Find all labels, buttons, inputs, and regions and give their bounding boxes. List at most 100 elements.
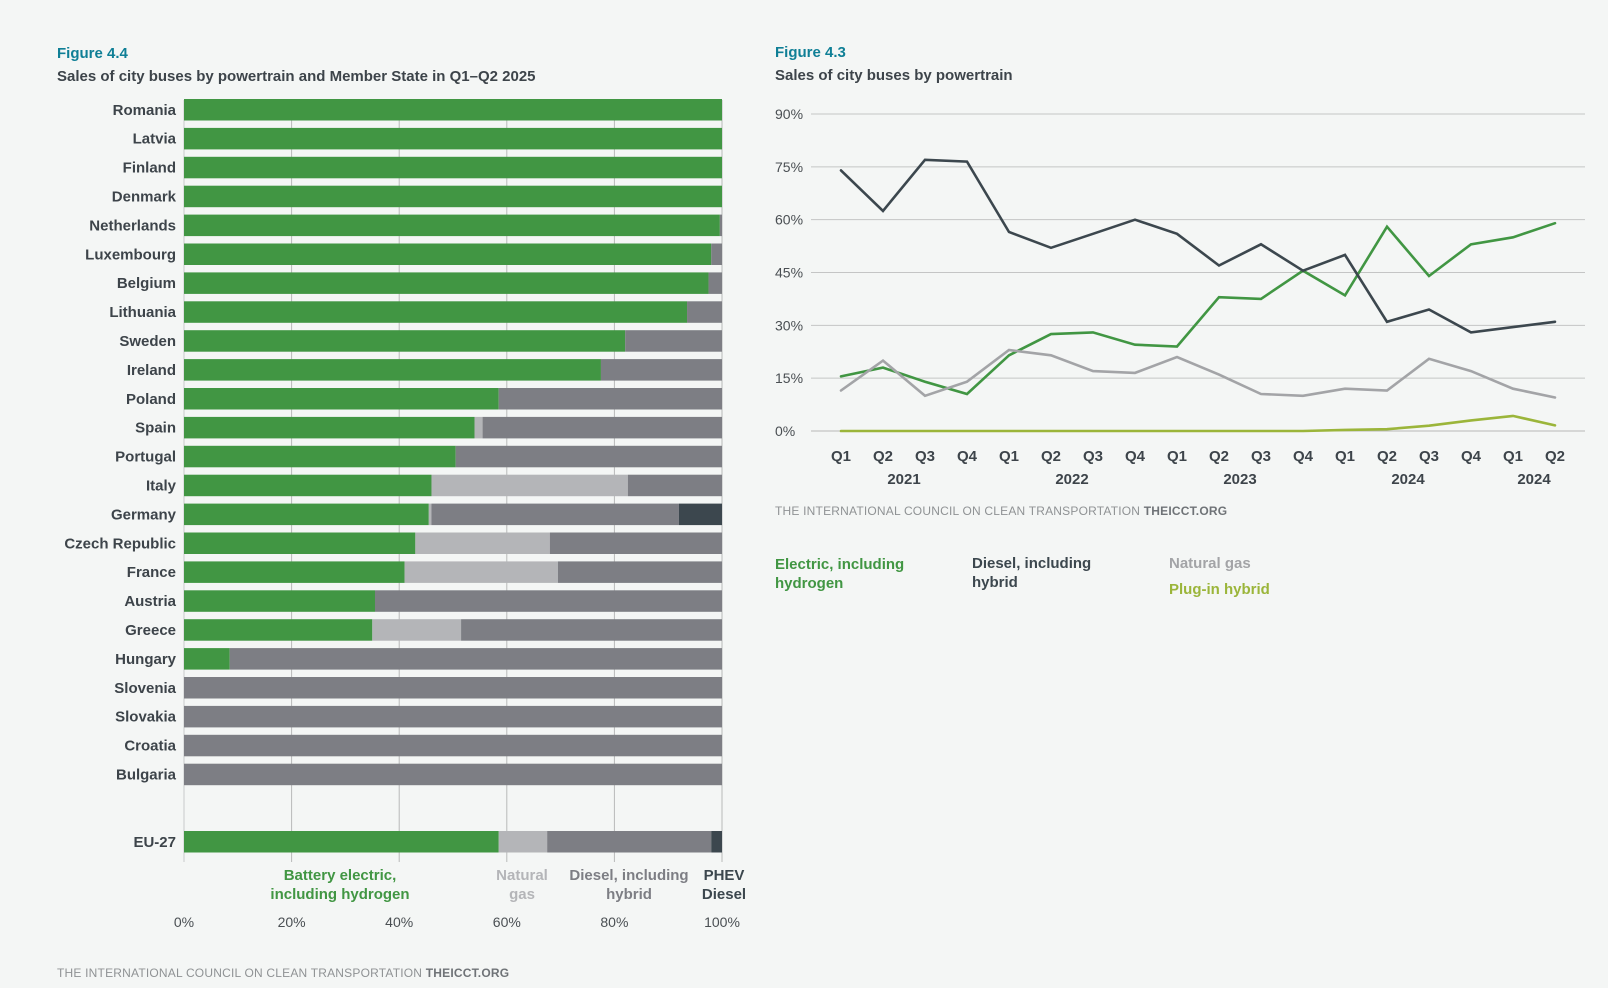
- x-tick-label: Q3: [1251, 448, 1271, 465]
- bar-segment-diesel-including-hybrid: [431, 503, 679, 526]
- category-label-germany: Germany: [111, 506, 177, 523]
- category-label-eu-27: EU-27: [133, 834, 176, 851]
- bar-segment-diesel-including-hybrid: [549, 532, 722, 554]
- credit-org: THE INTERNATIONAL COUNCIL ON CLEAN TRANS…: [57, 966, 423, 980]
- bar-segment-battery-electric-including-hydrogen: [184, 503, 429, 526]
- bar-segment-battery-electric-including-hydrogen: [184, 272, 709, 294]
- x-tick-label: 80%: [600, 914, 628, 930]
- bar-legend-battery-electric-including-hydrogen: Battery electric,: [284, 867, 397, 884]
- category-label-spain: Spain: [135, 420, 176, 437]
- bar-legend-phev-diesel: Diesel: [702, 886, 746, 903]
- x-tick-label: Q2: [1041, 448, 1061, 465]
- bar-segment-battery-electric-including-hydrogen: [184, 474, 432, 497]
- x-tick-label: Q1: [1503, 448, 1523, 465]
- bar-segment-phev-diesel: [678, 503, 722, 526]
- bar-segment-diesel-including-hybrid: [627, 474, 722, 497]
- category-label-czech-republic: Czech Republic: [64, 535, 176, 552]
- series-line-natural-gas: [839, 348, 1557, 399]
- year-label: 2024: [1391, 471, 1425, 488]
- x-tick-label: 0%: [174, 914, 194, 930]
- bar-legend-diesel-including-hybrid: Diesel, including: [569, 867, 688, 884]
- bar-segment-battery-electric-including-hydrogen: [184, 214, 720, 237]
- category-label-lithuania: Lithuania: [109, 304, 176, 321]
- bar-segment-battery-electric-including-hydrogen: [184, 359, 601, 381]
- x-tick-label: Q2: [873, 448, 893, 465]
- x-tick-label: Q2: [1209, 448, 1229, 465]
- category-label-luxembourg: Luxembourg: [85, 246, 176, 263]
- bar-legend-natural-gas: gas: [509, 886, 535, 903]
- bar-segment-diesel-including-hybrid: [711, 243, 722, 265]
- bar-legend-diesel-including-hybrid: hybrid: [606, 886, 652, 903]
- category-label-austria: Austria: [124, 593, 176, 610]
- category-label-poland: Poland: [126, 391, 176, 408]
- bar-segment-diesel-including-hybrid: [625, 330, 722, 352]
- y-tick-label: 45%: [775, 265, 803, 281]
- x-tick-label: Q1: [1335, 448, 1355, 465]
- category-label-greece: Greece: [125, 622, 176, 639]
- legend-electric-line1: Electric, including: [775, 556, 905, 573]
- bar-segment-battery-electric-including-hydrogen: [184, 532, 416, 554]
- bar-segment-diesel-including-hybrid: [461, 619, 722, 641]
- x-tick-label: Q1: [831, 448, 851, 465]
- bar-segment-diesel-including-hybrid: [498, 388, 722, 410]
- y-tick-label: 30%: [775, 317, 803, 333]
- bar-segment-natural-gas: [431, 474, 628, 497]
- series-line-diesel-including-hybrid: [839, 158, 1557, 334]
- year-label: 2023: [1223, 471, 1256, 488]
- bar-segment-natural-gas: [428, 503, 432, 526]
- figure-4-4-label: Figure 4.4: [57, 45, 128, 62]
- series-line-plug-in-hybrid: [839, 414, 1557, 433]
- legend-electric: Electric, including hydrogen: [775, 555, 904, 593]
- line-chart: 0% 15% 30% 45% 60% 75% 90% Q1 Q2 Q3 Q4 Q1 Q2 Q3 Q4 Q1 Q2…: [775, 106, 1585, 488]
- credit-org: THE INTERNATIONAL COUNCIL ON CLEAN TRANS…: [775, 504, 1141, 518]
- legend-diesel: Diesel, including hybrid: [972, 554, 1091, 592]
- bar-segment-battery-electric-including-hydrogen: [184, 561, 405, 583]
- figure-4-3-title: Sales of city buses by powertrain: [775, 67, 1013, 84]
- bar-legend-natural-gas: Natural: [496, 867, 548, 884]
- bar-segment-battery-electric-including-hydrogen: [184, 590, 375, 612]
- legend-diesel-line1: Diesel, including: [972, 555, 1092, 572]
- bar-segment-diesel-including-hybrid: [184, 705, 722, 728]
- x-tick-label: Q4: [1461, 448, 1482, 465]
- legend-plug-in-hybrid: Plug-in hybrid: [1169, 581, 1270, 598]
- x-tick-label: Q1: [1167, 448, 1187, 465]
- stacked-bar-chart: 0% 20% 40% 60% 80% 100% Romania Latvia Finland De…: [64, 99, 746, 930]
- x-tick-label: Q4: [1293, 448, 1314, 465]
- category-label-netherlands: Netherlands: [89, 217, 176, 234]
- bar-segment-phev-diesel: [711, 831, 722, 853]
- bar-legend-battery-electric-including-hydrogen: including hydrogen: [270, 886, 409, 903]
- x-tick-label: 20%: [278, 914, 306, 930]
- x-tick-label: Q3: [1419, 448, 1439, 465]
- year-label: 2022: [1055, 471, 1088, 488]
- category-label-slovenia: Slovenia: [114, 680, 176, 697]
- bar-segment-battery-electric-including-hydrogen: [184, 99, 722, 121]
- series-line-electric-including-hydrogen: [839, 221, 1557, 396]
- bar-segment-natural-gas: [372, 619, 462, 641]
- bar-segment-natural-gas: [474, 416, 483, 439]
- bar-segment-battery-electric-including-hydrogen: [184, 301, 688, 323]
- left-credit: THE INTERNATIONAL COUNCIL ON CLEAN TRANS…: [57, 966, 509, 980]
- credit-site: THEICCT.ORG: [425, 966, 510, 980]
- bar-segment-diesel-including-hybrid: [687, 301, 722, 323]
- bar-segment-battery-electric-including-hydrogen: [184, 185, 722, 208]
- figure-4-3-label: Figure 4.3: [775, 44, 846, 61]
- bar-segment-diesel-including-hybrid: [547, 831, 712, 853]
- bar-segment-natural-gas: [498, 831, 548, 853]
- legend-natural-gas: Natural gas: [1169, 555, 1251, 572]
- category-label-latvia: Latvia: [133, 131, 177, 148]
- category-label-denmark: Denmark: [112, 188, 177, 205]
- bar-segment-diesel-including-hybrid: [455, 445, 722, 468]
- category-label-portugal: Portugal: [115, 449, 176, 466]
- y-tick-label: 15%: [775, 370, 803, 386]
- legend-electric-line2: hydrogen: [775, 575, 844, 592]
- bar-segment-battery-electric-including-hydrogen: [184, 243, 712, 265]
- year-label: 2021: [887, 471, 920, 488]
- x-tick-label: Q3: [915, 448, 935, 465]
- category-label-sweden: Sweden: [119, 333, 176, 350]
- x-tick-label: Q4: [957, 448, 978, 465]
- bar-segment-diesel-including-hybrid: [184, 734, 722, 757]
- category-label-ireland: Ireland: [127, 362, 176, 379]
- x-tick-label: 40%: [385, 914, 413, 930]
- x-tick-label: Q1: [999, 448, 1019, 465]
- bar-segment-battery-electric-including-hydrogen: [184, 648, 230, 670]
